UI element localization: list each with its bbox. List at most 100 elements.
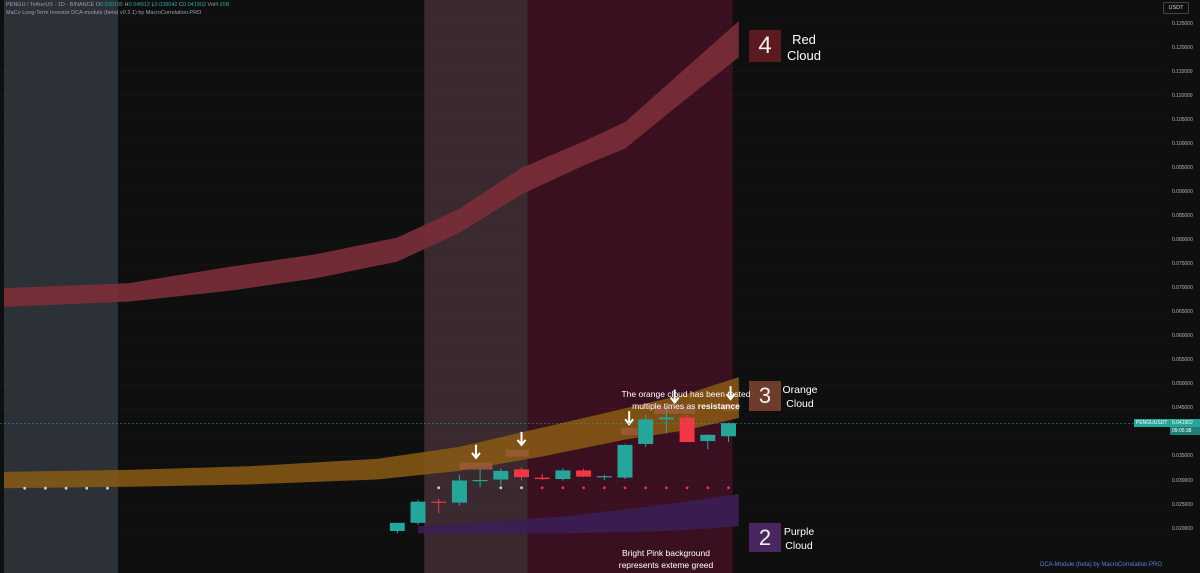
arrow-head	[471, 452, 481, 460]
red-cloud-label-1: Red	[792, 32, 816, 47]
orange-cloud-label-2: Cloud	[786, 398, 814, 410]
resistance-note-bold: resistance	[697, 401, 740, 411]
price-axis-tick: 0.065000	[1172, 309, 1193, 316]
resistance-markers	[459, 403, 739, 470]
arrow-head	[516, 439, 527, 447]
price-tag-countdown: 09:05:38	[1170, 427, 1200, 436]
price-axis-tick: 0.060000	[1172, 333, 1193, 340]
open-label: O	[95, 2, 101, 8]
orange-cloud-label-1: Orange	[782, 384, 818, 396]
candle-body	[451, 480, 467, 503]
indicator-line[interactable]: MaCo Long-Term Investor DCA-module (beta…	[6, 10, 202, 16]
price-axis-tick: 0.115000	[1172, 68, 1193, 75]
orange-cloud-label: Orange Cloud	[779, 383, 821, 411]
candle-body	[617, 444, 633, 478]
price-axis-tick: 0.020000	[1172, 525, 1193, 532]
candle-body	[721, 423, 736, 437]
resistance-marker	[653, 406, 696, 414]
indicator-credit[interactable]: DCA-Module (beta) by MacroCorrelation.PR…	[1040, 562, 1163, 568]
price-axis-tick: 0.080000	[1172, 237, 1193, 243]
arrow-head	[725, 393, 736, 401]
purple-cloud	[418, 493, 739, 534]
down-arrow-icon	[725, 386, 736, 401]
pink-note-line-2: represents exteme greed	[618, 560, 714, 570]
signal-dot-white	[85, 486, 89, 490]
price-axis-tick: 0.070000	[1172, 285, 1193, 292]
close-value: 0.041902	[183, 2, 206, 8]
price-axis-tick: 0.075000	[1172, 261, 1193, 268]
badge-3-number: 3	[749, 381, 781, 411]
resistance-marker	[505, 449, 529, 457]
symbol-header: PENGU / TetherUS · 1D · BINANCE O0.03919…	[6, 2, 230, 9]
price-axis-tick: 0.105000	[1172, 116, 1193, 123]
signal-dot-pink	[665, 486, 668, 490]
high-value: 0.04f912	[128, 2, 150, 8]
arrow-head	[669, 396, 680, 405]
price-axis-tick: 0.100000	[1172, 140, 1193, 147]
signal-dot-pink	[540, 486, 544, 490]
close-label: C	[179, 2, 183, 8]
currency-label[interactable]: USDT	[1163, 2, 1189, 14]
candle-body	[555, 470, 571, 480]
resistance-note-line-1: The orange cloud has been tested	[621, 389, 751, 399]
price-axis-tick: 0.125000	[1172, 20, 1193, 27]
candle-body	[576, 470, 592, 477]
signal-dots	[23, 486, 730, 490]
signal-dot-white	[437, 486, 441, 490]
candle-body	[389, 522, 405, 532]
down-arrow-icon	[516, 431, 527, 447]
price-axis-tick: 0.030000	[1172, 477, 1193, 484]
resistance-marker	[459, 462, 493, 470]
background-zones	[4, 0, 733, 573]
signal-dot-white	[520, 486, 523, 490]
signal-dot-white	[23, 486, 27, 490]
red-cloud	[4, 21, 739, 307]
down-arrow-icon	[624, 411, 634, 426]
price-axis-tick: 0.025000	[1172, 501, 1193, 508]
volume-value: 4.65B	[215, 2, 230, 8]
orange-cloud	[4, 377, 739, 489]
price-axis-tick: 0.085000	[1172, 212, 1193, 219]
signal-dot-white	[499, 486, 503, 490]
down-arrow-icon	[471, 444, 481, 460]
price-axis-tick: 0.090000	[1172, 188, 1193, 195]
signal-dot-pink	[685, 486, 689, 490]
signal-dot-pink	[706, 486, 710, 490]
price-tag-value: 0.041902	[1170, 419, 1200, 428]
signal-dot-pink	[582, 486, 585, 490]
candle-body	[679, 417, 695, 443]
badge-2-number: 2	[749, 523, 781, 552]
price-axis-tick: 0.120000	[1172, 44, 1193, 51]
low-value: 0.038042	[154, 2, 178, 8]
signal-dot-pink	[644, 486, 648, 490]
open-value: 0.039195	[100, 2, 123, 8]
purple-cloud-label-2: Cloud	[785, 540, 813, 552]
price-axis-tick: 0.095000	[1172, 164, 1193, 171]
signal-dot-pink	[623, 486, 627, 490]
signal-dot-pink	[561, 486, 565, 490]
price-tag-symbol: PENGUUSDT	[1134, 419, 1170, 428]
resistance-note: The orange cloud has been tested multipl…	[604, 388, 768, 412]
candle-body	[431, 501, 447, 503]
arrows	[471, 386, 736, 460]
resistance-marker	[620, 427, 638, 435]
volume-label: Vol	[207, 2, 216, 8]
resistance-note-line-2: multiple times as resistance	[604, 400, 768, 412]
resistance-marker	[722, 403, 739, 411]
clouds	[4, 21, 739, 534]
signal-dot-pink	[602, 486, 606, 490]
signal-dot-white	[106, 486, 109, 490]
candle-body	[472, 480, 488, 482]
badge-4-number: 4	[749, 30, 781, 62]
price-axis-tick: 0.035000	[1172, 453, 1193, 460]
resistance-note-line-2-pre: multiple times as	[632, 401, 698, 411]
candle-body	[410, 501, 426, 523]
candle-body	[638, 419, 654, 444]
price-axis-tick: 0.055000	[1172, 357, 1193, 364]
signal-dot-pink	[727, 486, 730, 490]
red-cloud-label-2: Cloud	[787, 48, 821, 63]
pink-background-note: Bright Pink background represents exteme…	[604, 547, 728, 571]
high-label: H	[124, 2, 129, 8]
pink-note-line-1: Bright Pink background	[622, 548, 710, 558]
